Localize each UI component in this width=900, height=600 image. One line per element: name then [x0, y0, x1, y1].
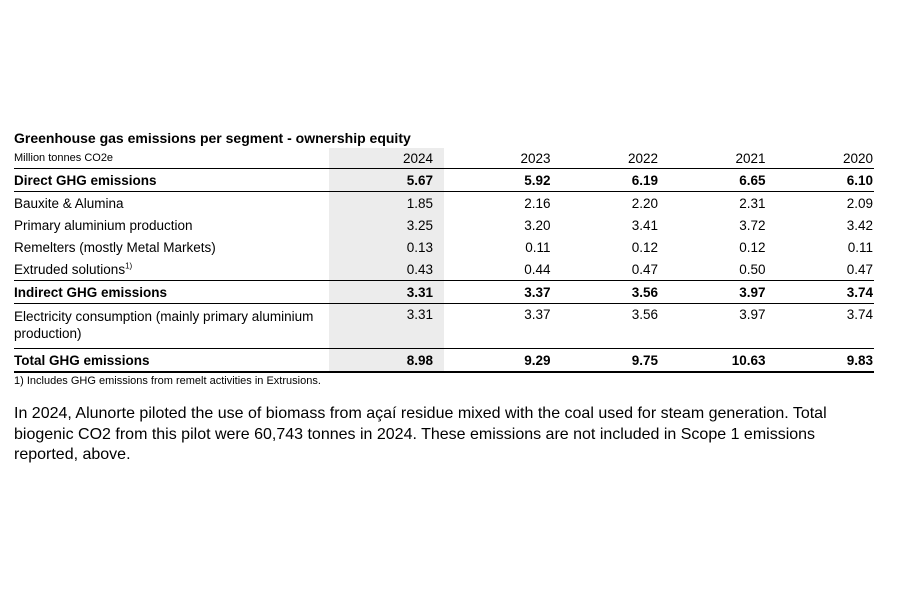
year-header: 2020: [766, 148, 874, 169]
row-value: 0.47: [766, 258, 874, 281]
row-value: 3.97: [659, 303, 767, 349]
row-value: 6.19: [551, 168, 659, 192]
row-value: 2.16: [524, 195, 551, 211]
row-value: 0.50: [659, 258, 767, 281]
row-label: Electricity consumption (mainly primary …: [14, 303, 329, 349]
row-value: 5.92: [444, 168, 552, 192]
row-value: 3.41: [631, 217, 658, 233]
year-header: 2022: [551, 148, 659, 169]
row-value: 3.37: [444, 280, 552, 304]
row-value: 3.25: [329, 214, 444, 236]
row-value: 3.42: [846, 217, 873, 233]
row-value: 3.74: [766, 280, 874, 304]
row-label: Remelters (mostly Metal Markets): [14, 239, 216, 255]
year-header: 2024: [329, 148, 444, 169]
row-label: Direct GHG emissions: [14, 168, 329, 192]
row-value: 6.10: [766, 168, 874, 192]
row-value: 3.97: [659, 280, 767, 304]
table-title: Greenhouse gas emissions per segment - o…: [14, 130, 411, 146]
row-value: 3.72: [739, 217, 766, 233]
table-row-remelters: Remelters (mostly Metal Markets) 0.13 0.…: [14, 236, 874, 258]
table-footnote: 1) Includes GHG emissions from remelt ac…: [14, 375, 321, 387]
row-value: 2.20: [631, 195, 658, 211]
row-value: 3.31: [329, 303, 444, 349]
table-header-row: Million tonnes CO2e 2024 2023 2022 2021 …: [14, 148, 874, 169]
row-value: 6.65: [659, 168, 767, 192]
table-row-direct-ghg: Direct GHG emissions 5.67 5.92 6.19 6.65…: [14, 168, 874, 192]
row-value: 0.11: [525, 239, 551, 255]
emissions-table: Million tonnes CO2e 2024 2023 2022 2021 …: [14, 148, 874, 373]
table-row-indirect-ghg: Indirect GHG emissions 3.31 3.37 3.56 3.…: [14, 280, 874, 304]
year-header: 2023: [444, 148, 552, 169]
row-value: 3.31: [329, 280, 444, 304]
row-label-cell: Extruded solutions1): [14, 258, 329, 281]
body-paragraph: In 2024, Alunorte piloted the use of bio…: [14, 405, 827, 463]
row-value: 3.20: [524, 217, 551, 233]
row-value: 3.74: [766, 303, 874, 349]
row-value: 0.12: [739, 239, 766, 255]
row-value: 10.63: [659, 348, 767, 373]
emissions-table-section: Greenhouse gas emissions per segment - o…: [14, 128, 874, 387]
row-value: 2.09: [846, 195, 873, 211]
row-label: Indirect GHG emissions: [14, 280, 329, 304]
row-value: 0.44: [444, 258, 552, 281]
row-value: 0.43: [329, 258, 444, 281]
table-row-total-ghg: Total GHG emissions 8.98 9.29 9.75 10.63…: [14, 348, 874, 373]
row-value: 0.47: [551, 258, 659, 281]
row-value: 2.31: [739, 195, 766, 211]
row-value: 0.12: [631, 239, 658, 255]
table-row-primary-aluminium: Primary aluminium production 3.25 3.20 3…: [14, 214, 874, 236]
row-value: 3.56: [551, 303, 659, 349]
table-row-electricity: Electricity consumption (mainly primary …: [14, 303, 874, 349]
table-row-extruded-solutions: Extruded solutions1) 0.43 0.44 0.47 0.50…: [14, 258, 874, 281]
row-value: 3.56: [551, 280, 659, 304]
footnote-marker: 1): [125, 261, 133, 270]
unit-label: Million tonnes CO2e: [14, 148, 329, 169]
row-label: Total GHG emissions: [14, 348, 329, 373]
year-header: 2021: [659, 148, 767, 169]
row-label: Extruded solutions: [14, 261, 126, 277]
row-value: 9.75: [551, 348, 659, 373]
row-value: 0.13: [329, 236, 444, 258]
row-value: 1.85: [329, 191, 444, 214]
row-label: Bauxite & Alumina: [14, 195, 124, 211]
row-value: 0.11: [847, 239, 873, 255]
row-value: 9.83: [766, 348, 874, 373]
row-value: 3.37: [444, 303, 552, 349]
row-value: 8.98: [329, 348, 444, 373]
row-value: 5.67: [329, 168, 444, 192]
row-value: 9.29: [444, 348, 552, 373]
table-row-bauxite-alumina: Bauxite & Alumina 1.85 2.16 2.20 2.31 2.…: [14, 191, 874, 214]
row-label: Primary aluminium production: [14, 217, 193, 233]
